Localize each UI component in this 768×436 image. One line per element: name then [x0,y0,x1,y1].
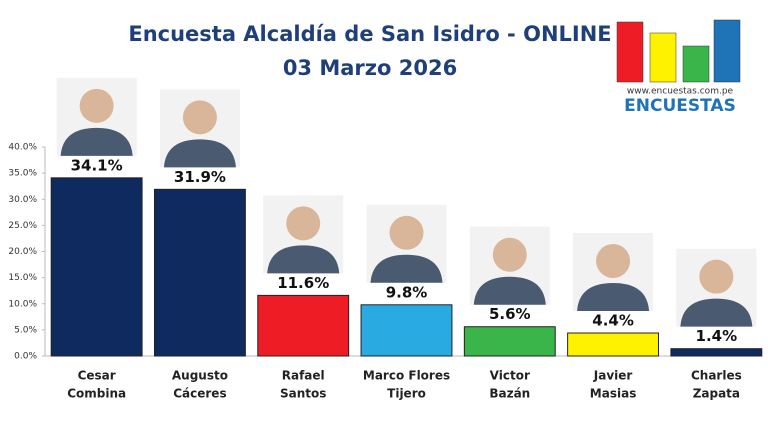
logo-bar [682,45,710,83]
value-label: 1.4% [696,327,738,345]
y-tick-label: 15.0% [8,273,37,283]
logo-bar [616,21,644,83]
photo-body [370,254,443,283]
x-tick-label: Zapata [693,387,740,401]
photo-body [473,276,546,305]
x-tick-label: Charles [691,369,742,383]
x-tick-label: Bazán [489,387,530,401]
y-tick-label: 30.0% [8,195,37,205]
value-label: 31.9% [174,168,226,186]
y-tick-label: 5.0% [14,325,37,335]
bar [670,348,763,357]
bar [360,304,453,357]
photo-head [79,88,114,123]
value-label: 5.6% [489,305,531,323]
photo-head [596,244,631,279]
x-tick-label: Rafael [282,369,325,383]
value-label: 9.8% [386,283,428,301]
y-tick-label: 20.0% [8,247,37,257]
x-tick-label: Masias [590,387,637,401]
logo: www.encuestas.com.pe ENCUESTAS [616,19,741,116]
photo-head [492,237,527,272]
photo-head [286,206,321,241]
photo-head [389,215,424,250]
bar [50,177,143,357]
y-tick-label: 10.0% [8,299,37,309]
logo-url: www.encuestas.com.pe [627,87,734,97]
x-tick-label: Victor [490,369,530,383]
photo-head [182,100,217,135]
y-tick-label: 40.0% [8,143,37,153]
photo-body [680,298,753,327]
logo-bar [649,32,677,83]
x-tick-label: Combina [67,387,126,401]
x-tick-label: Santos [280,387,326,401]
bar [463,326,556,357]
photo-head [699,259,734,294]
x-tick-label: Augusto [172,369,228,383]
x-tick-label: Javier [593,369,633,383]
value-label: 4.4% [592,312,634,330]
chart-subtitle: 03 Marzo 2026 [283,56,457,80]
value-label: 34.1% [71,156,123,174]
y-tick-label: 0.0% [14,352,37,362]
x-tick-label: Cáceres [173,387,226,401]
y-tick-label: 25.0% [8,221,37,231]
x-tick-label: Cesar [78,369,116,383]
photo-body [577,283,650,312]
logo-bar [713,19,741,83]
bar [153,188,246,357]
logo-name: ENCUESTAS [624,96,736,116]
x-tick-label: Marco Flores [363,369,450,383]
bar [257,294,350,357]
x-tick-label: Tijero [387,387,426,401]
photo-body [163,139,236,168]
value-label: 11.6% [277,274,329,292]
photo-body [60,127,133,156]
y-tick-label: 35.0% [8,169,37,179]
bar [567,332,660,357]
photo-body [267,245,340,274]
chart-title: Encuesta Alcaldía de San Isidro - ONLINE [128,22,611,46]
